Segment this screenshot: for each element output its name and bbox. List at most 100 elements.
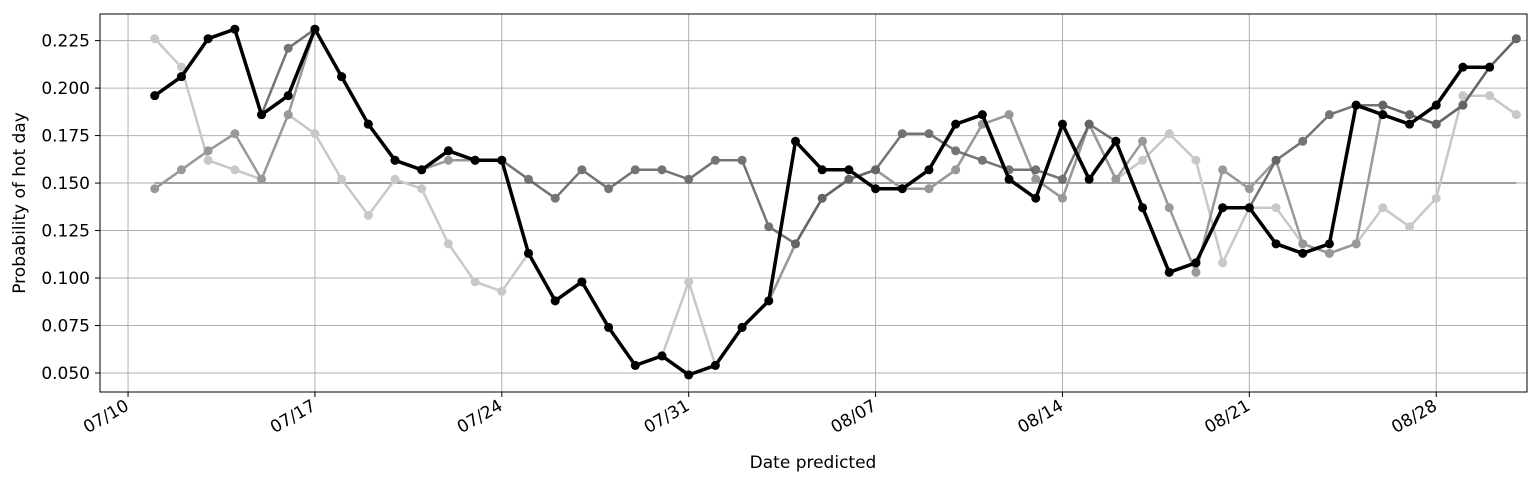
series-dark-point	[871, 165, 881, 175]
series-light-point	[497, 286, 507, 296]
series-dark-line	[153, 27, 1518, 274]
series-black-point	[871, 184, 881, 194]
y-tick-label: 0.075	[41, 317, 90, 337]
series-light-point	[417, 184, 427, 194]
series-medium-point	[1057, 193, 1067, 203]
series-black-point	[1405, 119, 1415, 129]
series-black-point	[1378, 110, 1388, 120]
series-black-point	[257, 110, 267, 120]
series-black-point	[497, 155, 507, 165]
series-medium-point	[1218, 165, 1228, 175]
series-black-point	[1351, 100, 1361, 110]
series-medium-point	[1111, 174, 1121, 184]
series-black-point	[283, 91, 293, 101]
series-dark-point	[1057, 174, 1067, 184]
series-black-point	[1057, 119, 1067, 129]
series-black-point	[1111, 136, 1121, 146]
series-black-point	[657, 351, 667, 361]
x-tick-label: 08/21	[1201, 396, 1253, 438]
series-black-point	[310, 24, 320, 34]
series-black-point	[443, 146, 453, 156]
x-tick-label: 07/24	[454, 396, 506, 438]
series-black-point	[630, 360, 640, 370]
series-medium-point	[176, 165, 186, 175]
series-light-point	[1138, 155, 1148, 165]
series-dark-point	[897, 129, 907, 139]
series-dark-point	[844, 174, 854, 184]
series-light-point	[684, 277, 694, 287]
series-medium-point	[1138, 136, 1148, 146]
series-black-point	[363, 119, 373, 129]
series-black-point	[977, 110, 987, 120]
y-tick-label: 0.100	[41, 269, 90, 289]
series-medium-point	[1004, 110, 1014, 120]
series-light-point	[1431, 193, 1441, 203]
series-black-point	[1298, 248, 1308, 258]
series-medium-point	[1351, 239, 1361, 249]
series-medium-point	[924, 184, 934, 194]
series-medium-point	[1031, 174, 1041, 184]
x-tick-label: 08/07	[828, 396, 880, 438]
series-light-point	[310, 129, 320, 139]
series-dark-point	[1378, 100, 1388, 110]
series-black-point	[1164, 267, 1174, 277]
series-light-point	[1405, 222, 1415, 232]
y-tick-label: 0.125	[41, 222, 90, 242]
series-light-point	[203, 155, 213, 165]
series-light-point	[1511, 110, 1521, 120]
series-black-point	[684, 370, 694, 380]
series-black-point	[817, 165, 827, 175]
series-medium-point	[257, 174, 267, 184]
series-dark-point	[1458, 100, 1468, 110]
series-black-point	[924, 165, 934, 175]
series-medium-point	[1298, 239, 1308, 249]
series-black-point	[951, 119, 961, 129]
series-dark-point	[630, 165, 640, 175]
series-black-point	[524, 248, 534, 258]
series-medium-point	[283, 110, 293, 120]
series-medium-point	[1164, 203, 1174, 213]
series-light-point	[150, 34, 160, 44]
series-black-point	[470, 155, 480, 165]
y-axis: 0.050 0.075 0.100 0.125 0.150 0.175 0.200 0.225	[41, 32, 100, 384]
y-tick-label: 0.225	[41, 32, 90, 52]
series-black-point	[1031, 193, 1041, 203]
x-tick-label: 08/14	[1015, 396, 1067, 438]
series-dark-point	[1405, 110, 1415, 120]
series-dark-point	[1298, 136, 1308, 146]
series-black-point	[550, 296, 560, 306]
series-black-point	[390, 155, 400, 165]
series-light-point	[1191, 155, 1201, 165]
series-dark-point	[710, 155, 720, 165]
y-tick-label: 0.200	[41, 79, 90, 99]
series-black-point	[150, 91, 160, 101]
series-medium-point	[1324, 248, 1334, 258]
series-light-point	[470, 277, 480, 287]
series-black-point	[1485, 62, 1495, 72]
series-light-point	[1218, 258, 1228, 268]
series-black-point	[230, 24, 240, 34]
series-black-point	[710, 360, 720, 370]
series-dark-point	[283, 43, 293, 53]
series-black-point	[1458, 62, 1468, 72]
series-medium-point	[230, 129, 240, 139]
series-black-point	[176, 72, 186, 82]
series-light-point	[390, 174, 400, 184]
series-dark-point	[577, 165, 587, 175]
y-axis-label: Probability of hot day	[10, 112, 30, 294]
series-dark-point	[924, 129, 934, 139]
series-black-point	[1004, 174, 1014, 184]
series-black-point	[897, 184, 907, 194]
series-dark-point	[1271, 155, 1281, 165]
series-black-point	[1191, 258, 1201, 268]
series-dark-point	[951, 146, 961, 156]
series-black-point	[604, 322, 614, 332]
x-axis-label: Date predicted	[750, 453, 877, 473]
x-axis: 07/10 07/17 07/24 07/31 08/07 08/14 08/21 08/28	[80, 392, 1441, 438]
x-tick-label: 08/28	[1388, 396, 1440, 438]
series-dark-point	[684, 174, 694, 184]
series-black-point	[737, 322, 747, 332]
x-tick-label: 07/31	[641, 396, 693, 438]
series-black-point	[1271, 239, 1281, 249]
series-light-point	[1378, 203, 1388, 213]
